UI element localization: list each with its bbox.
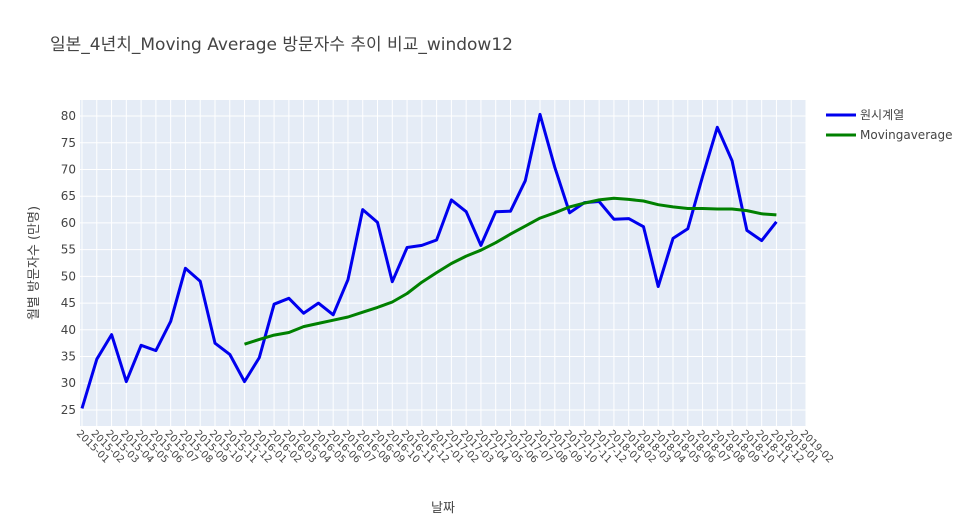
vertical-gridlines: [81, 100, 807, 426]
y-tick-label: 70: [61, 162, 76, 176]
x-tick-labels: 2015-012015-022015-032015-042015-052015-…: [74, 428, 835, 465]
y-axis-label: 월별 방문자수 (만명): [27, 206, 42, 320]
series-lines: [80, 112, 778, 409]
chart-title: 일본_4년치_Moving Average 방문자수 추이 비교_window1…: [50, 35, 513, 55]
legend-label: Movingaverage: [860, 128, 952, 142]
y-tick-label: 35: [61, 350, 76, 364]
legend[interactable]: 원시계열 Movingaverage: [826, 108, 952, 142]
series-line-raw[interactable]: [80, 112, 778, 409]
legend-item[interactable]: 원시계열: [826, 108, 904, 122]
y-tick-label: 55: [61, 243, 76, 257]
y-tick-label: 50: [61, 269, 76, 283]
y-tick-label: 80: [61, 109, 76, 123]
x-axis-label: 날짜: [431, 501, 455, 516]
series-line-moving-average[interactable]: [244, 196, 777, 346]
y-tick-label: 60: [61, 216, 76, 230]
legend-item[interactable]: Movingaverage: [826, 128, 952, 142]
y-tick-label: 75: [61, 136, 76, 150]
y-tick-label: 45: [61, 296, 76, 310]
y-tick-label: 65: [61, 189, 76, 203]
y-tick-labels: 25 30 35 40 45 50 55 60 65 70 75 80: [61, 109, 76, 417]
y-tick-label: 25: [61, 403, 76, 417]
horizontal-gridlines: [80, 115, 806, 411]
legend-label: 원시계열: [860, 108, 904, 122]
y-tick-label: 40: [61, 323, 76, 337]
plot-area: [80, 100, 806, 426]
y-tick-label: 30: [61, 376, 76, 390]
